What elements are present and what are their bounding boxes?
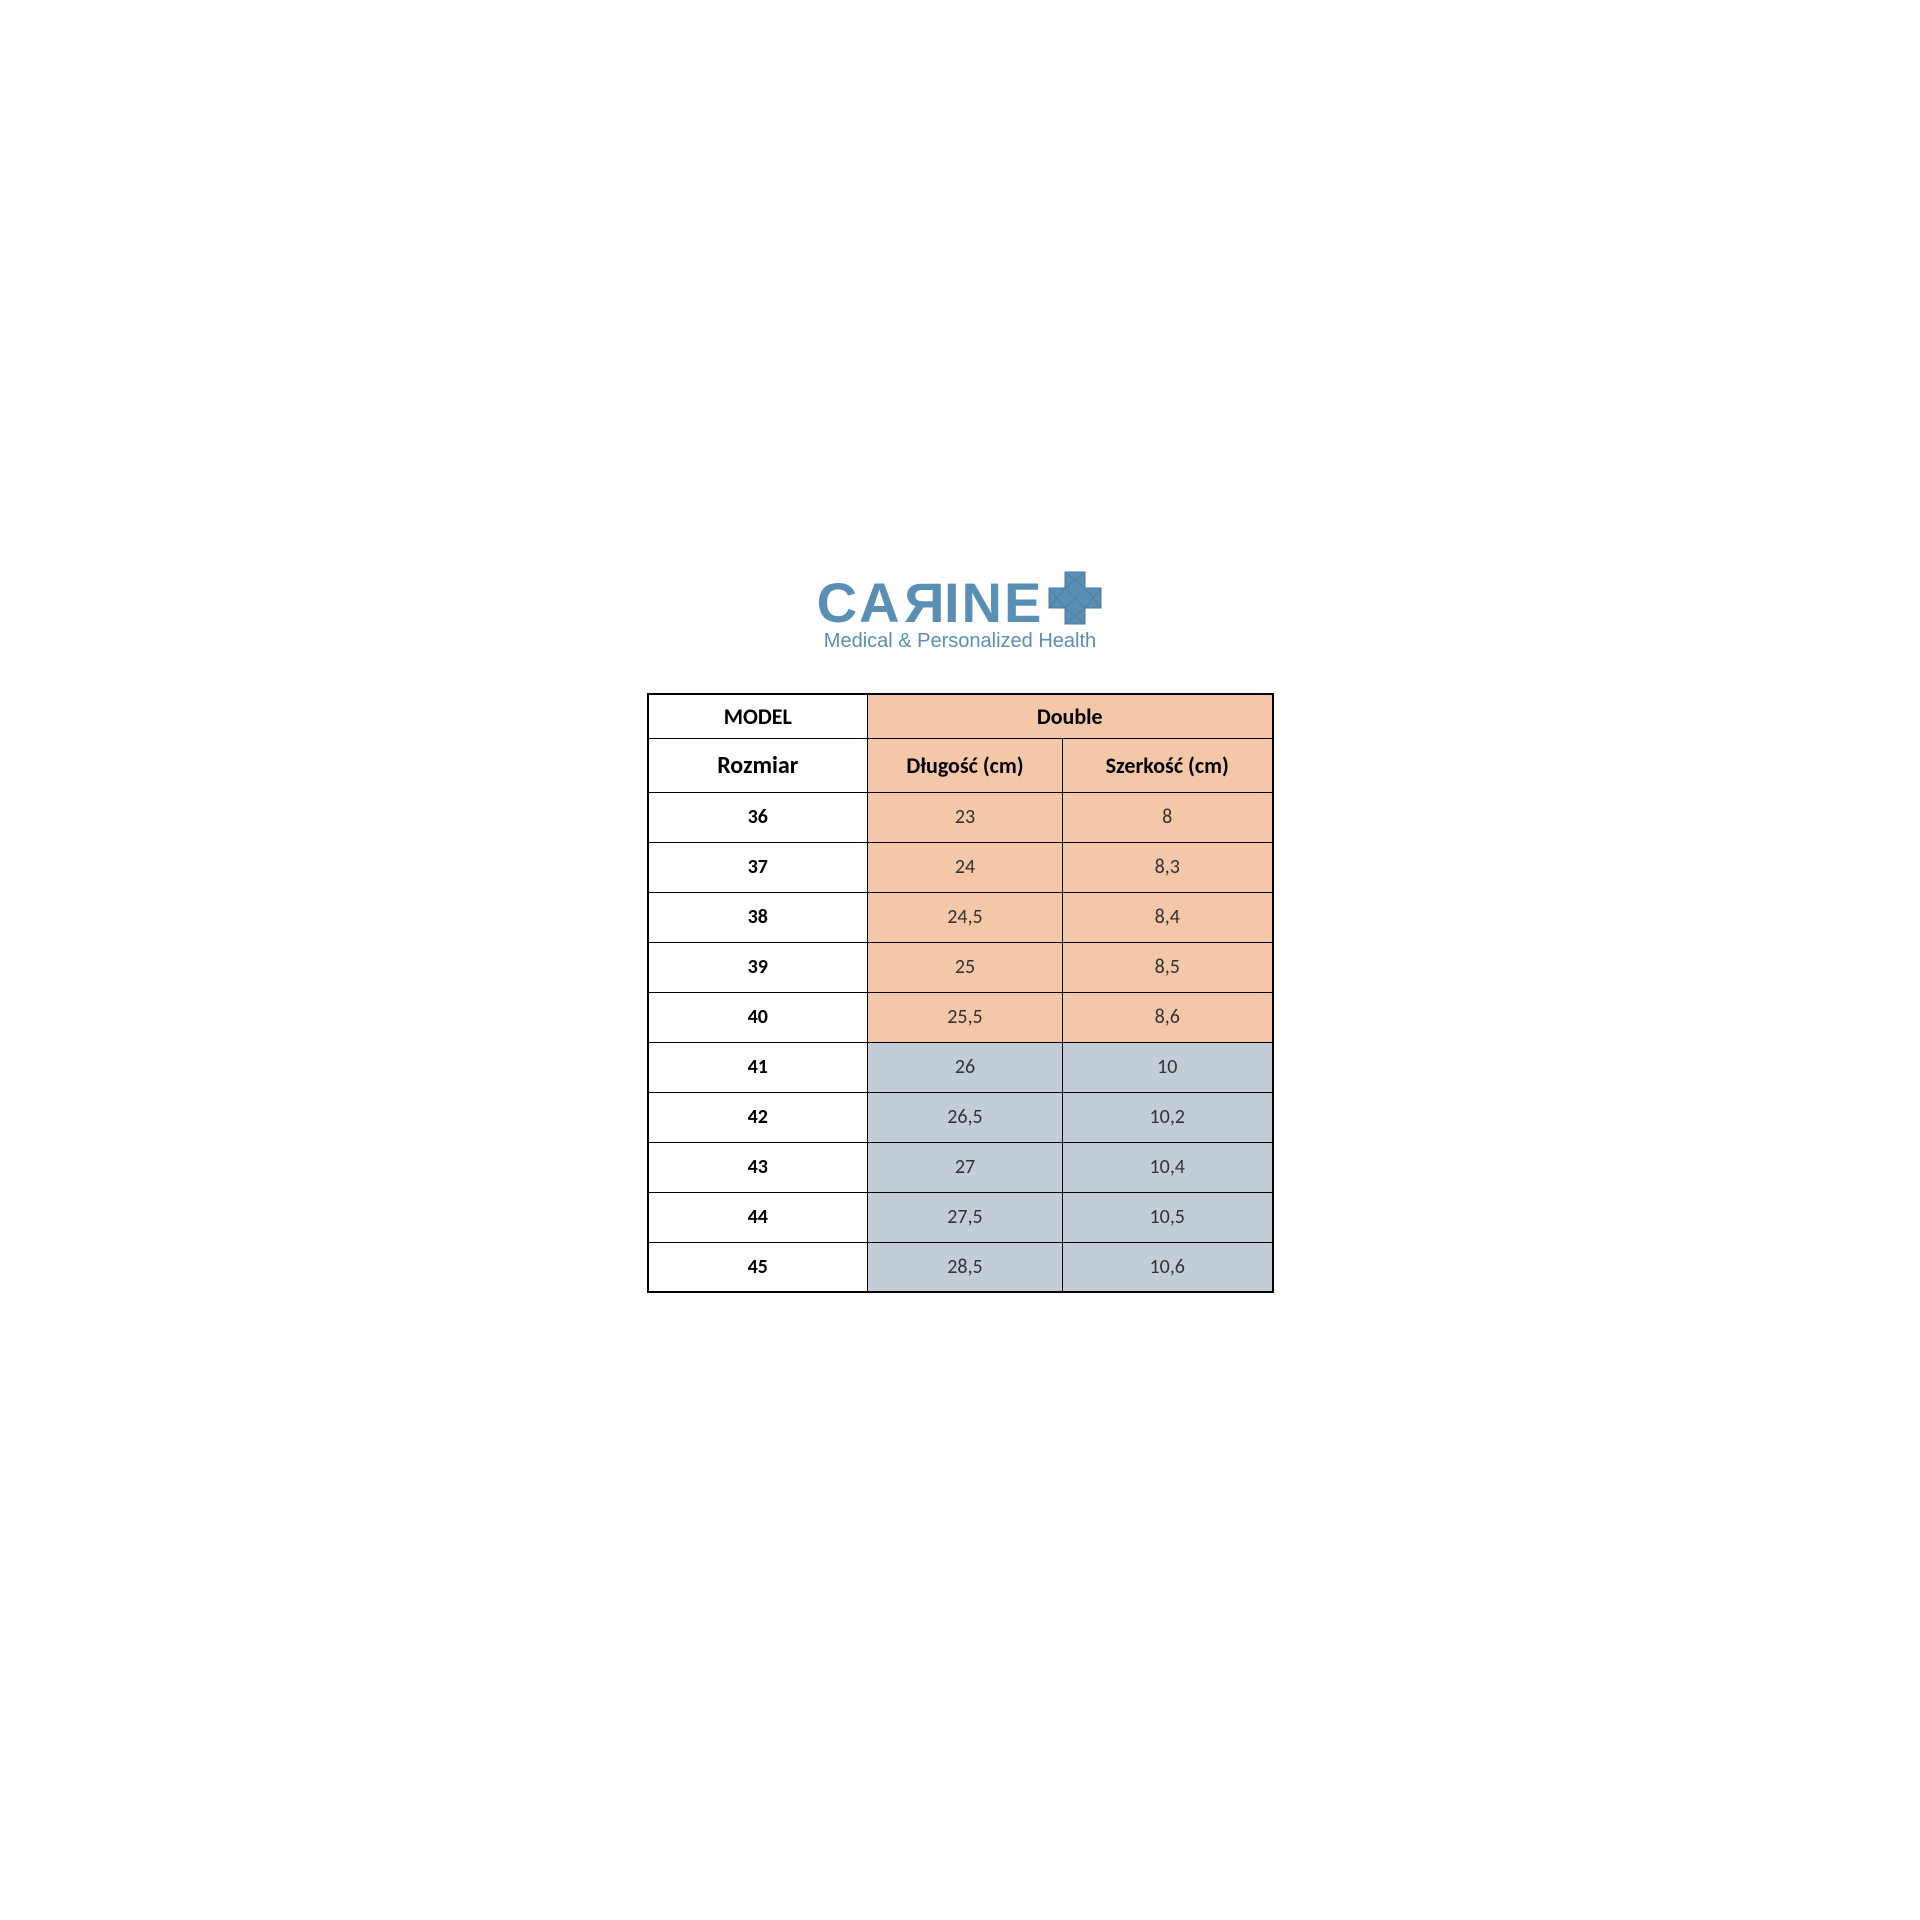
szerokosc-cell: 8 <box>1063 792 1273 842</box>
header-szerokosc: Szerkość (cm) <box>1063 738 1273 792</box>
size-cell: 44 <box>648 1192 868 1242</box>
logo-prefix: CA <box>817 571 902 634</box>
szerokosc-cell: 10,4 <box>1063 1142 1273 1192</box>
dlugosc-cell: 24 <box>868 842 1063 892</box>
szerokosc-cell: 10,6 <box>1063 1242 1273 1292</box>
szerokosc-cell: 8,4 <box>1063 892 1273 942</box>
szerokosc-cell: 8,6 <box>1063 992 1273 1042</box>
szerokosc-cell: 10 <box>1063 1042 1273 1092</box>
dlugosc-cell: 27 <box>868 1142 1063 1192</box>
dlugosc-cell: 23 <box>868 792 1063 842</box>
plus-cross-icon <box>1047 570 1103 626</box>
table-row: 4025,58,6 <box>648 992 1273 1042</box>
dlugosc-cell: 26,5 <box>868 1092 1063 1142</box>
table-row: 4427,510,5 <box>648 1192 1273 1242</box>
size-cell: 41 <box>648 1042 868 1092</box>
table-header-row-2: Rozmiar Długość (cm) Szerkość (cm) <box>648 738 1273 792</box>
table-header-row-1: MODEL Double <box>648 694 1273 738</box>
size-cell: 38 <box>648 892 868 942</box>
table-row: 4528,510,6 <box>648 1242 1273 1292</box>
size-cell: 39 <box>648 942 868 992</box>
dlugosc-cell: 25,5 <box>868 992 1063 1042</box>
logo-section: CARINE Medical & Personalized H <box>817 570 1104 653</box>
size-cell: 42 <box>648 1092 868 1142</box>
logo-subtitle: Medical & Personalized Health <box>817 630 1104 653</box>
table-row: 36238 <box>648 792 1273 842</box>
logo-suffix: INE <box>944 571 1043 634</box>
header-rozmiar: Rozmiar <box>648 738 868 792</box>
header-double: Double <box>868 694 1273 738</box>
dlugosc-cell: 27,5 <box>868 1192 1063 1242</box>
table-row: 3824,58,4 <box>648 892 1273 942</box>
table-row: 412610 <box>648 1042 1273 1092</box>
dlugosc-cell: 28,5 <box>868 1242 1063 1292</box>
dlugosc-cell: 26 <box>868 1042 1063 1092</box>
table-row: 37248,3 <box>648 842 1273 892</box>
logo-main: CARINE <box>817 570 1104 635</box>
size-table-wrapper: MODEL Double Rozmiar Długość (cm) Szerko… <box>647 693 1274 1293</box>
dlugosc-cell: 24,5 <box>868 892 1063 942</box>
header-model: MODEL <box>648 694 868 738</box>
logo-brand-text: CARINE <box>817 570 1044 635</box>
header-dlugosc: Długość (cm) <box>868 738 1063 792</box>
size-cell: 45 <box>648 1242 868 1292</box>
dlugosc-cell: 25 <box>868 942 1063 992</box>
size-cell: 40 <box>648 992 868 1042</box>
size-cell: 37 <box>648 842 868 892</box>
table-row: 432710,4 <box>648 1142 1273 1192</box>
size-cell: 36 <box>648 792 868 842</box>
szerokosc-cell: 8,5 <box>1063 942 1273 992</box>
table-row: 39258,5 <box>648 942 1273 992</box>
size-table: MODEL Double Rozmiar Długość (cm) Szerko… <box>647 693 1274 1293</box>
size-cell: 43 <box>648 1142 868 1192</box>
table-row: 4226,510,2 <box>648 1092 1273 1142</box>
document-container: CARINE Medical & Personalized H <box>420 420 1500 1500</box>
szerokosc-cell: 10,2 <box>1063 1092 1273 1142</box>
szerokosc-cell: 8,3 <box>1063 842 1273 892</box>
szerokosc-cell: 10,5 <box>1063 1192 1273 1242</box>
logo-reversed-r: R <box>902 570 944 635</box>
